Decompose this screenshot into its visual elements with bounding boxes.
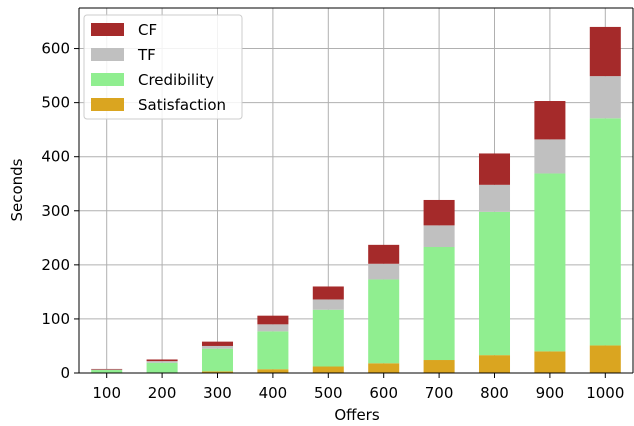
bar-tf-600 (368, 263, 400, 280)
bar-tf-1000 (589, 76, 621, 119)
bar-credibility-500 (312, 309, 344, 367)
bar-credibility-400 (257, 331, 289, 370)
x-tick-label: 100 (92, 384, 121, 402)
x-tick-label: 800 (480, 384, 509, 402)
x-tick-label: 600 (369, 384, 398, 402)
bar-credibility-1000 (589, 118, 621, 346)
y-tick-label: 400 (41, 148, 70, 166)
bar-cf-700 (423, 199, 455, 226)
bar-tf-700 (423, 225, 455, 248)
y-tick-label: 300 (41, 202, 70, 220)
axes (78, 7, 634, 374)
x-tick-label: 200 (148, 384, 177, 402)
bar-credibility-100 (91, 370, 123, 373)
bar-cf-600 (368, 244, 400, 264)
bar-satisfaction-600 (368, 363, 400, 373)
bar-cf-1000 (589, 26, 621, 77)
x-axis-label: Offers (334, 406, 380, 424)
x-tick-label: 500 (314, 384, 343, 402)
bar-satisfaction-1000 (589, 345, 621, 373)
bar-credibility-900 (534, 173, 566, 352)
legend: CF TF Credibility Satisfaction (83, 14, 243, 120)
bar-tf-300 (201, 345, 234, 349)
bar-tf-400 (257, 324, 289, 332)
bar-satisfaction-900 (534, 351, 566, 373)
legend-label-cf: CF (138, 21, 157, 39)
x-tick-label: 300 (203, 384, 232, 402)
y-tick-labels: 0 100 200 300 400 500 600 (41, 40, 79, 382)
legend-swatch-credibility (91, 73, 124, 86)
bar-cf-500 (312, 286, 344, 300)
x-tick-label: 1000 (586, 384, 624, 402)
bar-satisfaction-300 (201, 371, 234, 373)
bar-cf-900 (534, 101, 566, 140)
x-tick-label: 400 (259, 384, 288, 402)
bar-satisfaction-800 (478, 355, 511, 373)
legend-label-tf: TF (137, 46, 156, 64)
y-axis-label: Seconds (8, 158, 26, 221)
legend-swatch-satisfaction (91, 98, 124, 111)
bar-credibility-600 (368, 279, 400, 364)
bar-cf-400 (257, 315, 289, 325)
bar-cf-200 (146, 359, 178, 362)
bar-tf-100 (91, 369, 123, 371)
y-tick-label: 500 (41, 94, 70, 112)
bar-cf-300 (201, 341, 234, 346)
bar-credibility-700 (423, 247, 455, 361)
y-tick-label: 600 (41, 40, 70, 58)
bars (91, 26, 621, 373)
bar-satisfaction-400 (257, 369, 289, 373)
legend-label-credibility: Credibility (138, 71, 214, 89)
bar-satisfaction-700 (423, 360, 455, 373)
legend-swatch-tf (91, 48, 124, 61)
y-tick-label: 0 (60, 364, 70, 382)
bar-cf-100 (91, 368, 123, 370)
bar-tf-200 (146, 361, 178, 363)
bar-tf-800 (478, 184, 511, 212)
bar-tf-900 (534, 139, 566, 174)
bar-credibility-800 (478, 211, 511, 356)
bar-credibility-300 (201, 348, 234, 372)
bar-cf-800 (478, 153, 511, 185)
x-tick-label: 900 (536, 384, 565, 402)
x-tick-label: 700 (425, 384, 454, 402)
x-tick-labels: 100 200 300 400 500 600 700 800 900 1000 (92, 373, 624, 402)
bar-satisfaction-500 (312, 366, 344, 373)
y-tick-label: 200 (41, 256, 70, 274)
bar-credibility-200 (146, 362, 178, 373)
bar-tf-500 (312, 299, 344, 310)
legend-box (83, 14, 243, 120)
legend-swatch-cf (91, 23, 124, 36)
y-tick-label: 100 (41, 310, 70, 328)
legend-label-satisfaction: Satisfaction (138, 96, 226, 114)
